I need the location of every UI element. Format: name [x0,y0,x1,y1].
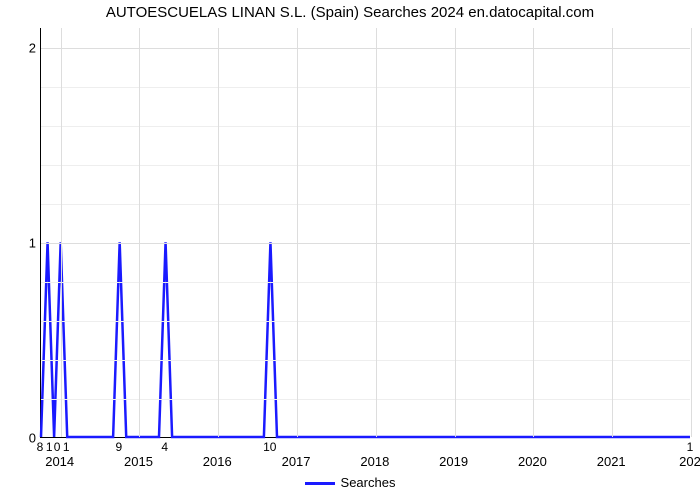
point-label: 4 [161,440,168,454]
gridline-h-minor [41,165,690,166]
xtick-label: 2021 [597,454,626,469]
gridline-h [41,243,690,244]
legend-swatch [305,482,335,485]
chart-container: AUTOESCUELAS LINAN S.L. (Spain) Searches… [0,0,700,500]
gridline-v [612,28,613,437]
ytick-label: 1 [6,235,36,250]
point-label: 1 [46,440,53,454]
gridline-v [139,28,140,437]
gridline-h-minor [41,126,690,127]
xtick-label: 2020 [518,454,547,469]
legend: Searches [0,475,700,490]
point-label: 9 [115,440,122,454]
gridline-v [455,28,456,437]
xtick-label: 2019 [439,454,468,469]
gridline-h-minor [41,204,690,205]
xtick-label: 2016 [203,454,232,469]
gridline-h [41,48,690,49]
xtick-label: 2017 [282,454,311,469]
gridline-h-minor [41,321,690,322]
gridline-v [691,28,692,437]
gridline-v [61,28,62,437]
point-label: 1 [63,440,70,454]
gridline-h-minor [41,399,690,400]
xtick-label: 2015 [124,454,153,469]
gridline-h-minor [41,282,690,283]
point-label: 1 [687,440,694,454]
xtick-label: 2014 [45,454,74,469]
ytick-label: 0 [6,431,36,446]
legend-label: Searches [341,475,396,490]
gridline-v [376,28,377,437]
ytick-label: 2 [6,40,36,55]
xtick-label: 202 [679,454,700,469]
point-label: 8 [37,440,44,454]
gridline-h-minor [41,87,690,88]
gridline-v [533,28,534,437]
gridline-v [297,28,298,437]
plot-area [40,28,690,438]
point-label: 10 [263,440,276,454]
xtick-label: 2018 [360,454,389,469]
gridline-h-minor [41,360,690,361]
line-series [41,28,690,437]
point-label: 0 [54,440,61,454]
chart-title: AUTOESCUELAS LINAN S.L. (Spain) Searches… [0,4,700,21]
gridline-v [218,28,219,437]
